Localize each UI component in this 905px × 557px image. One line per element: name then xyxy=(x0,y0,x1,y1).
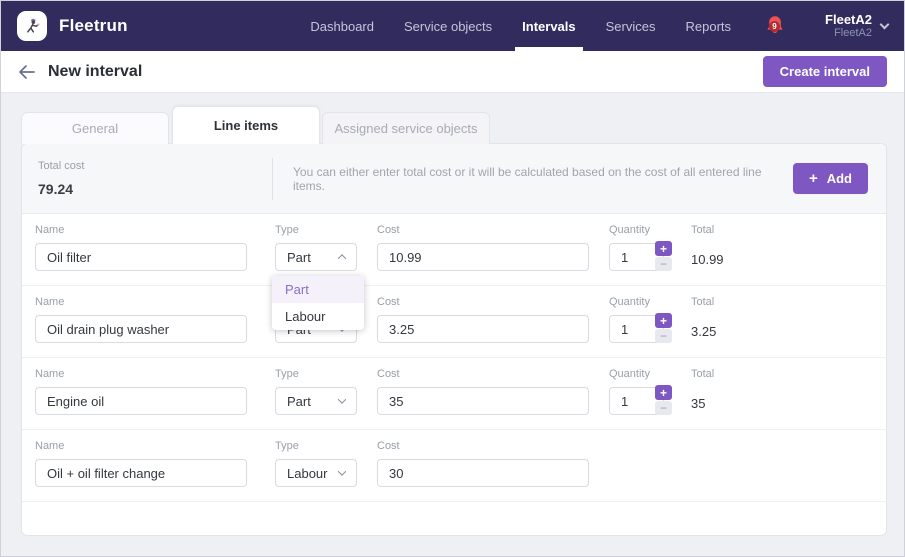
chevron-down-icon xyxy=(879,19,890,30)
account-text: FleetA2 FleetA2 xyxy=(825,12,872,40)
cost-input[interactable] xyxy=(377,315,589,343)
tabs-bar: General Line items Assigned service obje… xyxy=(21,106,904,144)
chevron-down-icon xyxy=(337,467,347,476)
page-header: New interval Create interval xyxy=(1,51,904,93)
type-select-value: Part xyxy=(287,393,311,409)
account-menu[interactable]: FleetA2 FleetA2 xyxy=(825,12,890,40)
type-dropdown-menu: Part Labour xyxy=(272,276,364,330)
line-items-panel: Total cost 79.24 You can either enter to… xyxy=(21,143,887,536)
quantity-input[interactable] xyxy=(609,387,664,415)
account-subtitle: FleetA2 xyxy=(834,27,872,39)
line-item-row: Name Type Part Cost Quantity xyxy=(22,286,886,358)
total-cost-hint: You can either enter total cost or it wi… xyxy=(293,164,762,193)
plus-icon: + xyxy=(808,170,818,187)
nav-item-reports[interactable]: Reports xyxy=(685,18,732,34)
add-line-item-button[interactable]: + Add xyxy=(792,163,868,194)
main-content: General Line items Assigned service obje… xyxy=(1,93,904,536)
chevron-up-icon xyxy=(337,254,347,263)
cost-input[interactable] xyxy=(377,459,589,487)
total-label: Total xyxy=(691,224,715,236)
cost-label: Cost xyxy=(377,368,400,380)
quantity-stepper: + − xyxy=(655,385,672,415)
chevron-down-icon xyxy=(337,395,347,404)
cost-input[interactable] xyxy=(377,243,589,271)
type-select-value: Labour xyxy=(287,465,328,481)
quantity-increment-button[interactable]: + xyxy=(655,241,672,256)
type-select[interactable]: Part xyxy=(275,243,357,271)
nav-item-services[interactable]: Services xyxy=(605,18,656,34)
cost-label: Cost xyxy=(377,440,400,452)
add-button-label: Add xyxy=(826,171,852,186)
quantity-stepper: + − xyxy=(655,313,672,343)
name-input[interactable] xyxy=(35,315,247,343)
brand[interactable]: Fleetrun xyxy=(17,11,128,41)
quantity-input[interactable] xyxy=(609,243,664,271)
type-select[interactable]: Labour xyxy=(275,459,357,487)
row-total-value: 3.25 xyxy=(691,324,717,339)
quantity-stepper: + − xyxy=(655,241,672,271)
page-title: New interval xyxy=(48,62,143,80)
name-label: Name xyxy=(35,440,65,452)
quantity-increment-button[interactable]: + xyxy=(655,385,672,400)
total-cost-section: Total cost 79.24 You can either enter to… xyxy=(22,144,886,214)
nav-item-dashboard[interactable]: Dashboard xyxy=(310,18,374,34)
quantity-label: Quantity xyxy=(609,296,650,308)
panel-footer xyxy=(22,502,886,535)
type-label: Type xyxy=(275,440,299,452)
cost-input[interactable] xyxy=(377,387,589,415)
type-label: Type xyxy=(275,224,299,236)
name-label: Name xyxy=(35,224,65,236)
notification-badge: 9 xyxy=(769,21,781,32)
total-cost-label: Total cost xyxy=(38,160,85,172)
type-select-value: Part xyxy=(287,249,311,265)
notifications-bell-icon[interactable]: 9 xyxy=(765,14,787,38)
quantity-label: Quantity xyxy=(609,224,650,236)
quantity-decrement-button[interactable]: − xyxy=(655,257,672,271)
quantity-label: Quantity xyxy=(609,368,650,380)
row-total-value: 35 xyxy=(691,396,706,411)
top-navbar: Fleetrun Dashboard Service objects Inter… xyxy=(1,1,904,51)
line-item-row: Name Type Part Cost Quantity xyxy=(22,358,886,430)
type-option-labour[interactable]: Labour xyxy=(285,309,326,324)
nav-item-service-objects[interactable]: Service objects xyxy=(404,18,493,34)
nav-item-intervals[interactable]: Intervals xyxy=(515,1,584,51)
tab-assigned-service-objects[interactable]: Assigned service objects xyxy=(322,112,490,144)
name-label: Name xyxy=(35,368,65,380)
vertical-divider xyxy=(272,157,273,200)
brand-name: Fleetrun xyxy=(59,16,128,35)
type-label: Type xyxy=(275,368,299,380)
create-interval-button[interactable]: Create interval xyxy=(762,56,887,87)
tab-general[interactable]: General xyxy=(21,112,169,144)
fleetrun-logo-icon xyxy=(17,11,47,41)
tab-line-items[interactable]: Line items xyxy=(172,106,320,144)
cost-label: Cost xyxy=(377,224,400,236)
nav-menu: Dashboard Service objects Intervals Serv… xyxy=(310,1,731,51)
name-input[interactable] xyxy=(35,243,247,271)
name-input[interactable] xyxy=(35,459,247,487)
total-cost-value: 79.24 xyxy=(38,181,74,197)
cost-label: Cost xyxy=(377,296,400,308)
total-label: Total xyxy=(691,368,715,380)
total-cost-block: Total cost 79.24 xyxy=(38,160,272,197)
line-item-row: Name Type Labour Cost xyxy=(22,430,886,502)
quantity-increment-button[interactable]: + xyxy=(655,313,672,328)
name-label: Name xyxy=(35,296,65,308)
quantity-decrement-button[interactable]: − xyxy=(655,401,672,415)
account-name: FleetA2 xyxy=(825,12,872,27)
row-total-value: 10.99 xyxy=(691,252,724,267)
name-input[interactable] xyxy=(35,387,247,415)
type-option-part[interactable]: Part xyxy=(272,276,364,303)
line-item-row: Name Type Part Part Labour Cost xyxy=(22,214,886,330)
back-arrow-icon[interactable] xyxy=(18,63,40,81)
quantity-decrement-button[interactable]: − xyxy=(655,329,672,343)
type-select[interactable]: Part xyxy=(275,387,357,415)
total-label: Total xyxy=(691,296,715,308)
